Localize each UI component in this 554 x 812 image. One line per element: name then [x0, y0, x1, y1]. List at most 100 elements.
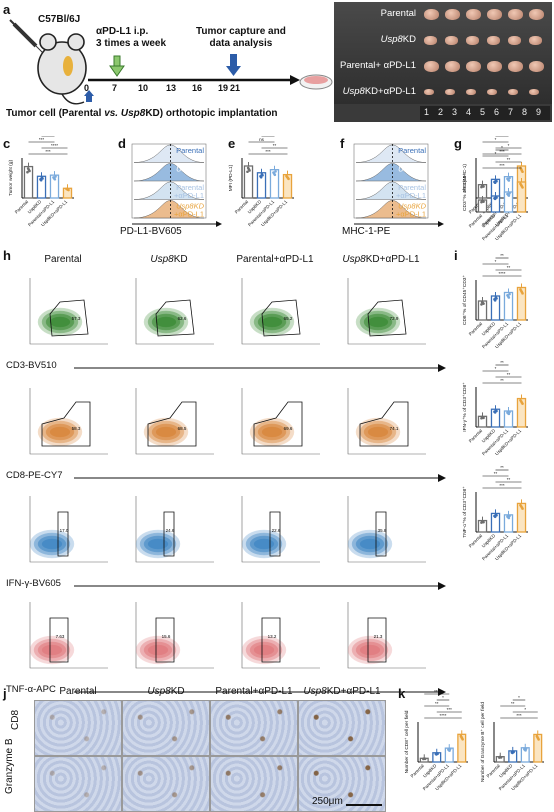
- significance-mark: **: [435, 701, 439, 706]
- plot-axes: [135, 602, 214, 669]
- data-point: [39, 178, 43, 182]
- significance-mark: **: [511, 701, 515, 706]
- header-gene: Usp8: [147, 686, 171, 697]
- gate: [261, 617, 281, 663]
- significance-mark: ns: [259, 137, 265, 142]
- plot-axes: [29, 278, 108, 345]
- gate-percentage: 17.0: [60, 528, 69, 533]
- significance-mark: **: [507, 157, 511, 162]
- significance-mark: **: [500, 465, 504, 470]
- tumor-specimen: [508, 60, 523, 72]
- significance-mark: ***: [499, 149, 505, 154]
- data-point: [423, 757, 427, 761]
- flow-dot-plot: 21.3: [347, 602, 426, 669]
- ihc-image-tile: [210, 756, 298, 812]
- plot-axes: [135, 278, 214, 345]
- data-point: [508, 176, 511, 180]
- density-contour: [41, 538, 63, 550]
- gate: [367, 617, 387, 663]
- flow-dot-plot: 68.5: [135, 388, 214, 455]
- y-axis-label: TNF-α⁺% of CD3⁺CD8⁺: [462, 486, 468, 538]
- panel-label-c: c: [3, 136, 11, 151]
- ihc-column-header: Usp8KD: [112, 686, 220, 697]
- data-point: [495, 297, 498, 300]
- histogram-peak: [133, 163, 205, 182]
- data-point: [287, 177, 290, 181]
- y-axis-label: Number of Granzyme B⁺ cell per field: [480, 702, 486, 782]
- panel-label-j: j: [3, 686, 7, 701]
- gate: [163, 511, 175, 557]
- marker-arrow: [74, 364, 446, 372]
- day-label: 7: [112, 83, 118, 93]
- ihc-panel: Parental Usp8KD Parental+αPD-L1 Usp8KD+αPD-…: [0, 686, 396, 812]
- panel-label-a: a: [3, 2, 11, 17]
- data-point: [521, 170, 524, 174]
- data-point: [508, 410, 511, 414]
- day-label: 21: [230, 83, 241, 93]
- gate-percentage: 15.6: [162, 634, 171, 639]
- ihc-image-tile: [34, 756, 122, 812]
- ruler-tick-label: 8: [522, 107, 528, 117]
- significance-mark: **: [500, 253, 504, 258]
- data-point: [26, 170, 29, 174]
- data-point: [273, 173, 277, 177]
- implant-text: Tumor cell (Parental: [6, 108, 105, 119]
- density-contour: [261, 426, 283, 438]
- ihc-column-header: Parental+αPD-L1: [200, 686, 308, 697]
- flow-marker-label: CD3-BV510: [6, 360, 57, 371]
- ihc-row-label: CD8: [10, 709, 21, 730]
- capture-label: Tumor capture and data analysis: [196, 26, 286, 49]
- panel-label-g: g: [454, 136, 462, 151]
- implant-gene: Usp8: [120, 108, 146, 119]
- data-point: [67, 188, 70, 192]
- marker-arrow: [74, 582, 446, 590]
- significance-mark: *: [495, 366, 497, 371]
- flow-dot-plot: 13.2: [241, 602, 320, 669]
- flow-column-header: Parental: [8, 254, 118, 265]
- gate: [367, 299, 407, 337]
- flow-cytometry-panel: Parental Usp8KD Parental+αPD-L1 Usp8KD+αPD-…: [0, 252, 450, 696]
- histogram-legend: +αPD-L1: [396, 210, 426, 219]
- data-point: [248, 169, 251, 172]
- significance-mark: **: [507, 265, 511, 270]
- tumor-row-label: Usp8KD+αPD-L1: [314, 86, 416, 97]
- data-point: [274, 170, 277, 173]
- histogram-legend: Parental: [176, 146, 204, 155]
- significance-mark: ***: [45, 149, 51, 154]
- timeline-days: 0 7 10 13 16 19 21: [80, 83, 260, 95]
- tumor-specimen: [466, 8, 481, 20]
- gate-percentage: 62.6: [178, 316, 187, 321]
- plot-axes: [241, 602, 320, 669]
- histogram-legend: Usp8KD: [176, 202, 205, 211]
- gate-percentage: 57.3: [72, 316, 81, 321]
- histogram-legend: Usp8KD: [398, 165, 427, 174]
- data-point: [537, 738, 540, 741]
- flow-column-header: Usp8KD: [114, 254, 224, 265]
- data-point: [521, 507, 524, 510]
- data-point: [53, 177, 57, 181]
- gate-percentage: 21.3: [374, 634, 383, 639]
- density-contour: [147, 644, 169, 656]
- implant-arrow-icon: [84, 90, 94, 102]
- data-point: [495, 179, 498, 183]
- histogram-legend: Parental: [398, 183, 426, 192]
- implant-tail: KD) orthotopic implantation: [145, 108, 278, 119]
- flow-dot-plot: 62.6: [135, 278, 214, 345]
- tumor-specimen: [508, 35, 521, 45]
- plot-axes: [29, 496, 108, 563]
- data-point: [507, 194, 511, 197]
- plot-axes: [241, 278, 320, 345]
- density-contour: [155, 426, 177, 438]
- day-label: 19: [218, 83, 229, 93]
- histogram-legend: +αPD-L1: [174, 210, 204, 219]
- density-contour: [49, 426, 71, 438]
- panel-label-h: h: [3, 248, 11, 263]
- significance-mark: *: [524, 707, 526, 712]
- header-text: Parental+αPD-L1: [236, 254, 314, 265]
- flow-dot-plot: 65.2: [241, 278, 320, 345]
- panel-label-k: k: [398, 686, 406, 701]
- row-text: Parental+ αPD-L1: [340, 60, 416, 71]
- significance-mark: **: [500, 378, 504, 383]
- plot-axes: [135, 388, 214, 455]
- tumor-specimen: [508, 8, 523, 20]
